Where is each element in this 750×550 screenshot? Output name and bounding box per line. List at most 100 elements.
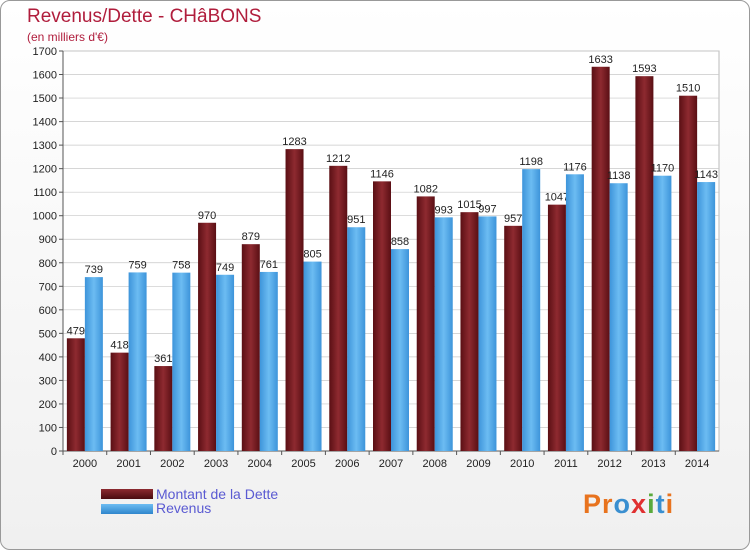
bar-revenus bbox=[434, 217, 453, 451]
x-tick-label: 2004 bbox=[248, 458, 272, 470]
x-tick-label: 2006 bbox=[335, 458, 359, 470]
y-tick-label: 500 bbox=[39, 328, 57, 340]
x-tick-label: 2010 bbox=[510, 458, 534, 470]
value-label-revenus: 1143 bbox=[694, 169, 718, 181]
logo-letter: x bbox=[631, 489, 648, 519]
chart-subtitle: (en milliers d'€) bbox=[27, 30, 108, 44]
bar-dette bbox=[591, 66, 610, 451]
value-label-revenus: 951 bbox=[347, 214, 365, 226]
bar-revenus bbox=[609, 183, 628, 451]
value-label-dette: 1633 bbox=[588, 54, 612, 66]
value-label-dette: 1212 bbox=[326, 153, 350, 165]
y-tick-label: 1000 bbox=[33, 211, 57, 223]
value-label-dette: 957 bbox=[504, 213, 522, 225]
x-tick-label: 2009 bbox=[466, 458, 490, 470]
value-label-revenus: 993 bbox=[435, 204, 453, 216]
bar-dette bbox=[154, 366, 173, 451]
legend-label-revenus: Revenus bbox=[156, 500, 212, 516]
bar-revenus bbox=[259, 271, 278, 451]
y-tick-label: 300 bbox=[39, 375, 57, 387]
x-tick-label: 2012 bbox=[597, 458, 621, 470]
bar-dette bbox=[547, 204, 566, 451]
value-label-revenus: 758 bbox=[172, 260, 190, 272]
bar-dette bbox=[241, 244, 260, 451]
bar-dette bbox=[679, 95, 698, 452]
logo-letter: P bbox=[583, 489, 603, 519]
bar-revenus bbox=[216, 274, 235, 451]
bar-dette bbox=[285, 149, 304, 451]
y-tick-label: 1400 bbox=[33, 117, 57, 129]
legend-label-dette: Montant de la Dette bbox=[156, 486, 279, 502]
value-label-dette: 1082 bbox=[413, 183, 437, 195]
value-label-revenus: 749 bbox=[216, 262, 234, 274]
value-label-dette: 418 bbox=[110, 340, 128, 352]
value-label-revenus: 761 bbox=[260, 259, 278, 271]
logo-letter: r bbox=[602, 489, 614, 519]
bar-revenus bbox=[347, 227, 366, 451]
bar-revenus bbox=[172, 272, 191, 451]
value-label-dette: 1047 bbox=[545, 192, 569, 204]
value-label-revenus: 805 bbox=[303, 249, 321, 261]
x-tick-label: 2002 bbox=[160, 458, 184, 470]
bar-dette bbox=[329, 165, 348, 451]
bar-dette bbox=[460, 212, 479, 451]
bar-revenus bbox=[478, 216, 497, 451]
value-label-dette: 361 bbox=[154, 353, 172, 365]
value-label-dette: 879 bbox=[242, 231, 260, 243]
value-label-dette: 1510 bbox=[676, 83, 700, 95]
bar-dette bbox=[635, 76, 654, 452]
bar-revenus bbox=[653, 175, 672, 452]
bar-dette bbox=[416, 196, 435, 451]
y-tick-label: 600 bbox=[39, 305, 57, 317]
y-tick-label: 1200 bbox=[33, 164, 57, 176]
x-tick-label: 2007 bbox=[379, 458, 403, 470]
chart-title: Revenus/Dette - CHâBONS bbox=[27, 6, 262, 27]
logo-letter: t bbox=[655, 489, 666, 519]
bar-revenus bbox=[84, 277, 103, 451]
y-tick-label: 800 bbox=[39, 258, 57, 270]
x-tick-label: 2001 bbox=[116, 458, 140, 470]
value-label-dette: 479 bbox=[67, 325, 85, 337]
value-label-revenus: 1138 bbox=[607, 170, 631, 182]
x-tick-label: 2005 bbox=[291, 458, 315, 470]
value-label-dette: 1593 bbox=[632, 63, 656, 75]
proxiti-logo: Proxiti bbox=[583, 489, 674, 520]
y-tick-label: 1500 bbox=[33, 93, 57, 105]
bar-dette bbox=[66, 338, 85, 451]
y-tick-label: 1100 bbox=[33, 187, 57, 199]
value-label-revenus: 1170 bbox=[651, 163, 675, 175]
y-tick-label: 0 bbox=[51, 446, 57, 458]
value-label-dette: 1015 bbox=[457, 199, 481, 211]
y-tick-label: 100 bbox=[39, 422, 57, 434]
y-tick-label: 400 bbox=[39, 352, 57, 364]
x-tick-label: 2008 bbox=[422, 458, 446, 470]
x-tick-label: 2011 bbox=[554, 458, 578, 470]
x-tick-label: 2003 bbox=[204, 458, 228, 470]
x-tick-label: 2013 bbox=[641, 458, 665, 470]
bar-dette bbox=[198, 222, 217, 451]
value-label-dette: 1146 bbox=[370, 168, 394, 180]
legend-swatch-dette bbox=[101, 489, 153, 499]
value-label-revenus: 1176 bbox=[563, 161, 587, 173]
legend-swatch-revenus bbox=[101, 504, 153, 514]
bar-revenus bbox=[303, 261, 322, 451]
bar-dette bbox=[110, 352, 129, 451]
logo-letter: i bbox=[647, 489, 656, 519]
value-label-revenus: 858 bbox=[391, 236, 409, 248]
value-label-revenus: 739 bbox=[85, 264, 103, 276]
x-tick-label: 2000 bbox=[73, 458, 97, 470]
bar-revenus bbox=[565, 174, 584, 451]
bar-revenus bbox=[522, 169, 541, 451]
y-tick-label: 1700 bbox=[33, 46, 57, 58]
y-tick-label: 900 bbox=[39, 234, 57, 246]
y-tick-label: 1600 bbox=[33, 70, 57, 82]
bar-revenus bbox=[128, 272, 147, 451]
y-tick-label: 1300 bbox=[33, 140, 57, 152]
logo-letter: i bbox=[665, 489, 675, 519]
bar-revenus bbox=[697, 182, 716, 451]
y-tick-label: 200 bbox=[39, 399, 57, 411]
bar-revenus bbox=[391, 249, 409, 451]
x-tick-label: 2014 bbox=[685, 458, 709, 470]
